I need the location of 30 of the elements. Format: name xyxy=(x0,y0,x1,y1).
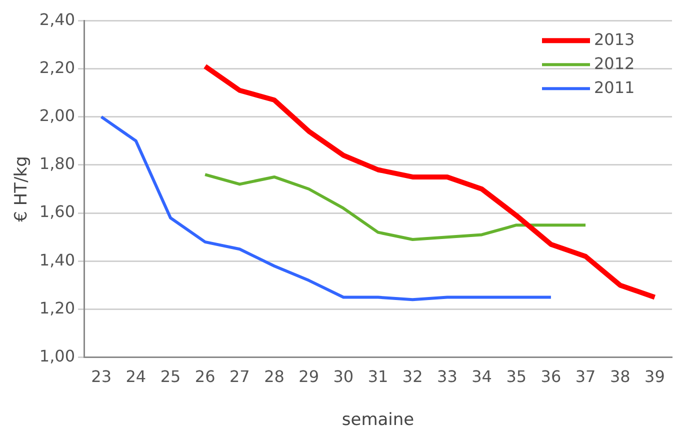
y-tick-label: 1,40 xyxy=(39,250,76,270)
y-tick-label: 2,00 xyxy=(39,106,76,125)
y-tick-label: 2,40 xyxy=(39,10,76,29)
x-tick-label: 36 xyxy=(540,367,562,386)
legend-label: 2011 xyxy=(594,78,635,97)
x-tick-label: 26 xyxy=(194,367,216,386)
x-tick-label: 23 xyxy=(91,367,112,386)
y-tick-label: 1,00 xyxy=(39,346,76,366)
y-axis-title: € HT/kg xyxy=(12,156,32,222)
y-tick-label: 2,20 xyxy=(39,58,76,77)
x-tick-label: 29 xyxy=(298,367,320,386)
y-tick-label: 1,60 xyxy=(39,202,76,222)
x-tick-label: 34 xyxy=(472,367,492,386)
legend-label: 2012 xyxy=(594,54,635,73)
x-tick-label: 33 xyxy=(437,367,458,386)
x-axis-title: semaine xyxy=(342,410,414,430)
x-tick-label: 28 xyxy=(264,367,284,386)
x-tick-label: 25 xyxy=(160,367,181,386)
x-tick-label: 24 xyxy=(126,367,146,386)
x-tick-label: 31 xyxy=(368,367,388,386)
x-tick-label: 27 xyxy=(229,367,250,386)
x-tick-label: 30 xyxy=(333,367,354,386)
y-tick-label: 1,20 xyxy=(39,298,76,318)
legend-label: 2013 xyxy=(594,30,635,49)
x-tick-label: 35 xyxy=(506,367,527,386)
x-tick-label: 39 xyxy=(644,367,665,386)
x-tick-label: 38 xyxy=(610,367,630,386)
x-tick-label: 32 xyxy=(402,367,423,386)
y-tick-label: 1,80 xyxy=(39,154,76,174)
x-tick-label: 37 xyxy=(575,367,596,386)
